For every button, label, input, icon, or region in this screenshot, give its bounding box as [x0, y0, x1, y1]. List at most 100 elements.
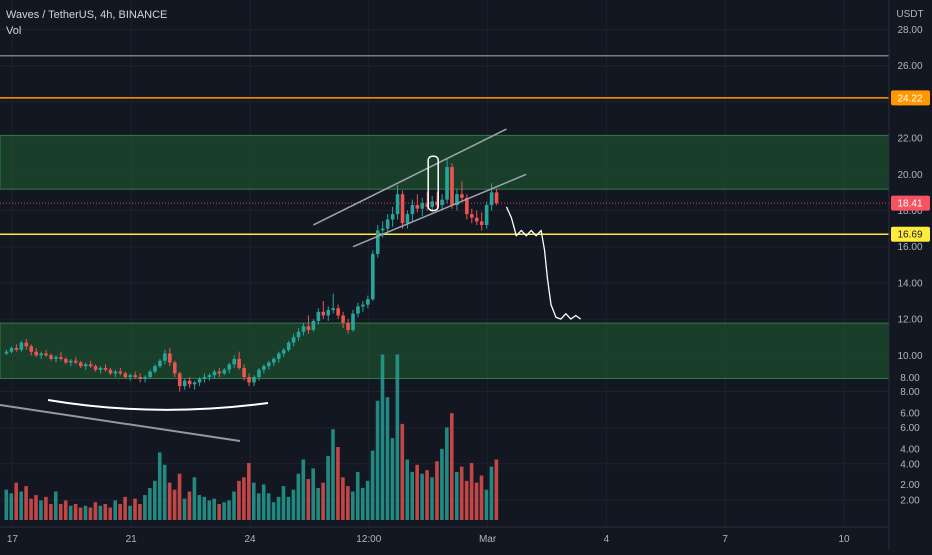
candle-body [237, 358, 241, 368]
volume-bar [222, 502, 226, 520]
candle-body [474, 217, 479, 222]
volume-bar [261, 484, 266, 520]
volume-bar [123, 496, 127, 520]
candle-body [227, 364, 232, 370]
volume-bar [63, 500, 68, 520]
volume-bar [370, 450, 375, 520]
candle-body [366, 299, 370, 305]
candle-body [182, 380, 187, 387]
volume-bar [454, 471, 459, 520]
volume-bar [103, 503, 108, 520]
volume-bar [197, 495, 202, 520]
volume-bar [435, 461, 439, 520]
currency-label: USDT [896, 9, 923, 20]
volume-bar [291, 489, 296, 520]
candle-body [460, 194, 464, 198]
volume-bar [494, 459, 499, 520]
volume-bar [395, 354, 400, 520]
volume-bar [29, 498, 33, 520]
volume-tick-label: 6.00 [900, 409, 920, 420]
candle-body [440, 199, 444, 206]
candle-body [494, 192, 499, 204]
volume-bar [207, 500, 212, 520]
candle-body [336, 308, 340, 316]
volume-bar [252, 482, 256, 520]
support-zone-1 [0, 322, 890, 379]
volume-tick-label: 4.00 [900, 444, 920, 455]
volume-bar [39, 500, 43, 520]
price-tick-label: 26.00 [897, 61, 922, 72]
candle-body [430, 201, 434, 207]
volume-bar [365, 480, 370, 520]
volume-bar [49, 503, 53, 520]
volume-bar [306, 479, 311, 520]
candle-body [108, 369, 113, 374]
volume-bar [281, 486, 286, 520]
candle-body [44, 353, 48, 356]
candle-body [380, 228, 385, 231]
candle-body [113, 371, 118, 374]
price-tick-label: 20.00 [897, 170, 922, 181]
candle-body [341, 315, 345, 323]
volume-bar [133, 498, 137, 520]
volume-bar [212, 498, 216, 520]
candle-body [405, 214, 410, 224]
volume-bar [405, 459, 410, 520]
candle-body [316, 311, 321, 321]
volume-bar [237, 480, 241, 520]
time-tick-label: 24 [244, 534, 256, 545]
candle-body [39, 353, 43, 356]
volume-bar [489, 466, 494, 520]
volume-bar [73, 503, 78, 520]
volume-bar [232, 491, 236, 520]
candle-body [420, 203, 425, 209]
candle-body [321, 311, 326, 316]
volume-bar [242, 477, 246, 520]
level-tag-1-bg [891, 90, 930, 106]
volume-bar [143, 495, 147, 520]
candle-body [128, 375, 133, 378]
candle-body [217, 371, 222, 374]
volume-bar [410, 471, 414, 520]
volume-bar [217, 503, 221, 520]
volume-bar [108, 507, 113, 520]
volume-bar [68, 505, 73, 520]
volume-bar [93, 502, 98, 520]
volume-bar [445, 427, 449, 520]
volume-bar [390, 438, 395, 520]
candle-body [242, 367, 246, 378]
candle-body [49, 355, 53, 359]
candle-body [291, 337, 296, 343]
volume-tick-label: 2.00 [900, 480, 920, 491]
volume-bar [351, 491, 355, 520]
highlight-box [427, 155, 439, 212]
volume-bar [83, 505, 88, 520]
volume-bar [380, 354, 385, 520]
volume-bar [118, 503, 122, 520]
volume-bar [311, 468, 315, 520]
volume-bar [464, 480, 469, 520]
level-tag-2: 16.69 [897, 230, 922, 241]
candle-body [14, 348, 19, 350]
volume-bar [138, 503, 142, 520]
candle-body [143, 377, 147, 379]
candle-body [252, 377, 256, 383]
candle-body [93, 366, 98, 370]
volume-bar [19, 491, 23, 520]
volume-bar [157, 452, 162, 520]
candle-body [361, 304, 365, 307]
candle-body [222, 369, 227, 374]
candle-body [286, 342, 291, 350]
volume-bar [430, 477, 434, 520]
candle-body [465, 197, 469, 215]
candle-body [78, 362, 83, 367]
volume-bar [296, 473, 301, 520]
candle-body [74, 360, 78, 363]
candle-body [371, 253, 375, 300]
candle-body [212, 371, 217, 376]
candle-body [410, 205, 415, 215]
candle-body [385, 219, 390, 229]
volume-bar [301, 459, 306, 520]
